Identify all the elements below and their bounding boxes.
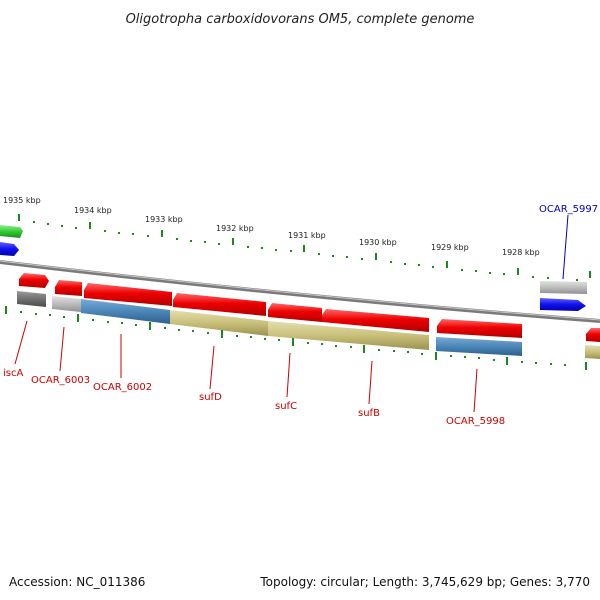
ruler-label-1933-kbp: 1933 kbp (145, 215, 183, 224)
gene-label-sufc: sufC (275, 401, 297, 412)
gene-label-ocar-6003: OCAR_6003 (31, 375, 90, 386)
gene-label-ocar-5998: OCAR_5998 (446, 416, 505, 427)
ruler-label-1935-kbp: 1935 kbp (3, 196, 41, 205)
ruler-label-1928-kbp: 1928 kbp (502, 248, 540, 257)
olive-feature-block (585, 345, 600, 359)
gene-arrow-red (437, 319, 522, 338)
genome-stats-text: Topology: circular; Length: 3,745,629 bp… (260, 575, 590, 589)
outer-ruler-dots (33, 221, 578, 281)
gray-feature-block (540, 281, 587, 294)
accession-text: Accession: NC_011386 (9, 575, 146, 589)
ruler-label-1930-kbp: 1930 kbp (359, 238, 397, 247)
inner-ruler (5, 306, 587, 370)
dark-gray-feature-block (17, 291, 46, 307)
gene-arrow-red (586, 328, 600, 342)
map-title: Oligotropha carboxidovorans OM5, complet… (126, 12, 475, 27)
gene-label-sufb: sufB (358, 408, 380, 419)
leader-line-sufc (286, 352, 291, 398)
leader-line-ocar-5998 (473, 368, 478, 413)
leader-line-isca (14, 320, 28, 365)
gene-arrow-red (84, 283, 172, 306)
green-feature-arrow (0, 225, 23, 238)
blue-feature-block (436, 337, 522, 356)
leader-line-ocar-5997 (562, 214, 569, 280)
gene-arrow-red (268, 303, 322, 322)
blue-feature-block (81, 299, 170, 324)
ruler-label-1932-kbp: 1932 kbp (216, 224, 254, 233)
gene-label-isca: iscA (3, 368, 23, 379)
blue-feature-arrow (540, 298, 586, 311)
genome-backbone (0, 260, 600, 323)
gene-arrow-red (173, 293, 266, 316)
inner-ruler-ticks (5, 306, 587, 370)
olive-feature-block (170, 310, 268, 336)
label-leaders (14, 214, 569, 413)
inner-ruler-dots (20, 311, 566, 366)
gene-label-ocar-5997: OCAR_5997 (539, 204, 598, 215)
gene-arrow-red (19, 273, 49, 288)
ruler-label-1931-kbp: 1931 kbp (288, 231, 326, 240)
ruler-label-1929-kbp: 1929 kbp (431, 243, 469, 252)
gray-feature-block (52, 296, 81, 312)
gene-arrow-red (322, 309, 429, 332)
leader-line-sufd (209, 345, 215, 390)
gene-arrow-red (55, 280, 82, 296)
olive-feature-block (268, 321, 429, 350)
blue-feature-arrow (0, 242, 19, 256)
outer-ruler-ticks (18, 214, 591, 278)
gene-label-sufd: sufD (199, 392, 222, 403)
leader-line-ocar-6003 (59, 326, 65, 372)
ruler-label-1934-kbp: 1934 kbp (74, 206, 112, 215)
outer-ruler: 1935 kbp 1934 kbp 1933 kbp 1932 kbp 1931… (3, 196, 591, 281)
genome-backbone-highlight (0, 260, 600, 321)
leader-line-sufb (368, 360, 373, 405)
gene-label-ocar-6002: OCAR_6002 (93, 382, 152, 393)
